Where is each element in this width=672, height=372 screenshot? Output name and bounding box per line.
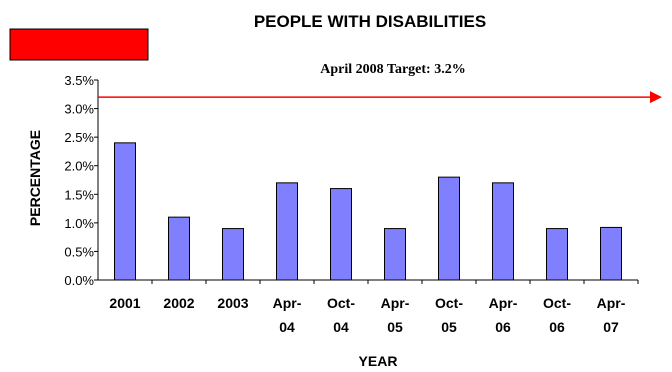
bar <box>168 216 190 281</box>
y-tick-label: 0.5% <box>64 244 94 259</box>
bar <box>384 228 406 281</box>
y-axis-title: PERCENTAGE <box>27 130 43 226</box>
x-tick-label: Apr- <box>597 295 626 311</box>
bar <box>438 176 460 281</box>
y-tick-label: 0.0% <box>64 273 94 288</box>
target-arrow-head <box>650 91 662 104</box>
y-tick-label: 2.0% <box>64 159 94 174</box>
bar <box>276 182 298 281</box>
x-tick-labels: 2001 2002 2003 Apr- 04 Oct- 04 Apr- 05 Oct- 05 Apr-… <box>109 280 639 335</box>
y-tick-labels: 0.0% 0.5% 1.0% 1.5% 2.0% 2.5% 3.0% 3.5% <box>64 73 98 288</box>
bars <box>114 142 622 281</box>
x-tick-label: Apr- <box>273 295 302 311</box>
x-tick-label: Oct- <box>327 295 355 311</box>
x-tick-label: Oct- <box>543 295 571 311</box>
y-tick-label: 1.0% <box>64 216 94 231</box>
bar <box>114 142 136 281</box>
x-tick-label: 04 <box>333 319 349 335</box>
x-tick-label: Apr- <box>381 295 410 311</box>
target-label: April 2008 Target: 3.2% <box>320 62 465 77</box>
x-tick-label: 2003 <box>217 295 248 311</box>
bar <box>492 182 514 281</box>
x-tick-label: 06 <box>549 319 565 335</box>
x-tick-label: 05 <box>387 319 403 335</box>
x-tick-label: Oct- <box>435 295 463 311</box>
x-tick-label: 06 <box>495 319 511 335</box>
x-tick-label: 04 <box>279 319 295 335</box>
bar <box>546 228 568 281</box>
x-tick-label: Apr- <box>489 295 518 311</box>
bar <box>330 188 352 281</box>
x-tick-label: 05 <box>441 319 457 335</box>
x-tick-label: 07 <box>603 319 619 335</box>
x-tick-label: 2001 <box>109 295 140 311</box>
y-tick-label: 3.0% <box>64 102 94 117</box>
bar <box>600 226 622 281</box>
y-tick-label: 1.5% <box>64 187 94 202</box>
x-tick-label: 2002 <box>163 295 194 311</box>
x-axis-title: YEAR <box>359 353 398 369</box>
chart-title: PEOPLE WITH DISABILITIES <box>254 12 486 31</box>
y-tick-label: 3.5% <box>64 73 94 88</box>
y-tick-label: 2.5% <box>64 130 94 145</box>
bar <box>222 228 244 281</box>
legend-swatch <box>9 28 149 61</box>
